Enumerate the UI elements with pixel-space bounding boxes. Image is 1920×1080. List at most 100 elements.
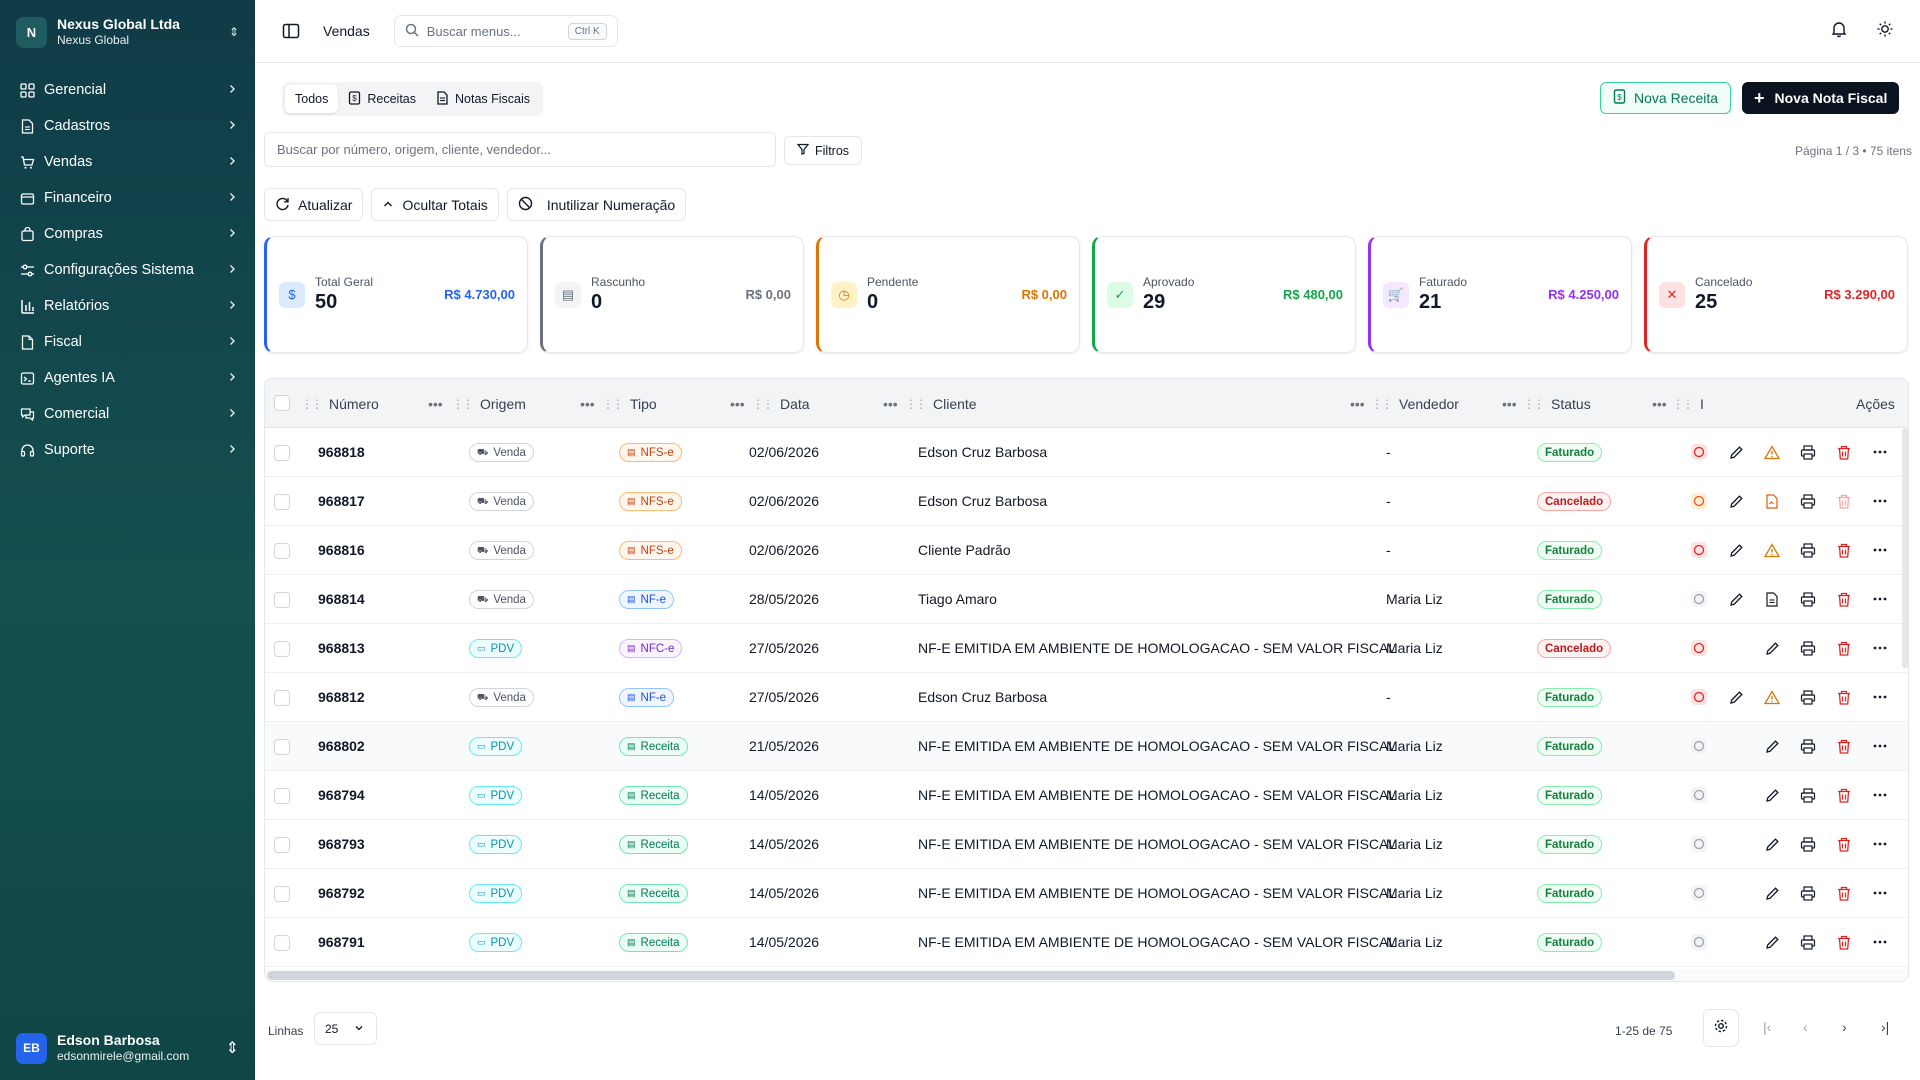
table-row[interactable]: 968793 ▭ PDV ▤ Receita 14/05/2026 NF-E EMITIDA… xyxy=(265,820,1908,869)
row-checkbox[interactable] xyxy=(274,641,290,657)
column-menu-icon[interactable]: ••• xyxy=(1502,396,1517,412)
cell-numero[interactable]: 968794 xyxy=(318,787,365,803)
scroll-thumb[interactable] xyxy=(267,971,1675,980)
edit-icon[interactable] xyxy=(1726,589,1746,609)
drag-handle-icon[interactable]: ⋮⋮ xyxy=(752,397,774,411)
lines-per-page-select[interactable]: 25 xyxy=(314,1012,377,1045)
printer-icon[interactable] xyxy=(1798,687,1818,707)
printer-icon[interactable] xyxy=(1798,736,1818,756)
row-checkbox[interactable] xyxy=(274,543,290,559)
company-switcher[interactable]: N Nexus Global Ltda Nexus Global ⇕ xyxy=(0,0,255,64)
column-menu-icon[interactable]: ••• xyxy=(580,396,595,412)
atualizar-button[interactable]: Atualizar xyxy=(264,188,364,221)
trash-icon[interactable] xyxy=(1834,638,1854,658)
column-header-1[interactable]: ⋮⋮ Número xyxy=(301,396,379,412)
file-warning-icon[interactable] xyxy=(1689,491,1709,511)
prev-page-icon[interactable]: ‹ xyxy=(1803,1019,1808,1035)
vertical-scrollbar[interactable] xyxy=(1902,428,1908,668)
cell-numero[interactable]: 968818 xyxy=(318,444,365,460)
filtros-button[interactable]: Filtros xyxy=(784,136,863,165)
more-options-icon[interactable] xyxy=(1870,442,1890,462)
summary-card-rascunho[interactable]: ▤ Rascunho 0 R$ 0,00 xyxy=(540,236,804,353)
sidebar-item-comercial[interactable]: Comercial xyxy=(0,396,255,432)
table-row[interactable]: 968812 ⛟ Venda ▤ NF-e 27/05/2026 Edson Cruz Ba… xyxy=(265,673,1908,722)
sidebar-item-relatórios[interactable]: Relatórios xyxy=(0,288,255,324)
cell-numero[interactable]: 968802 xyxy=(318,738,365,754)
printer-icon[interactable] xyxy=(1798,785,1818,805)
summary-card-cancelado[interactable]: ✕ Cancelado 25 R$ 3.290,00 xyxy=(1644,236,1908,353)
trash-icon[interactable] xyxy=(1834,883,1854,903)
file-alert-icon[interactable] xyxy=(1762,491,1782,511)
printer-icon[interactable] xyxy=(1798,834,1818,854)
edit-icon[interactable] xyxy=(1726,491,1746,511)
select-all-checkbox[interactable] xyxy=(274,395,290,411)
edit-icon[interactable] xyxy=(1762,736,1782,756)
table-row[interactable]: 968814 ⛟ Venda ▤ NF-e 28/05/2026 Tiago Amaro Ma… xyxy=(265,575,1908,624)
column-header-3[interactable]: ⋮⋮ Tipo xyxy=(602,396,657,412)
cell-numero[interactable]: 968813 xyxy=(318,640,365,656)
sidebar-item-configurações-sistema[interactable]: Configurações Sistema xyxy=(0,252,255,288)
column-menu-icon[interactable]: ••• xyxy=(730,396,745,412)
row-checkbox[interactable] xyxy=(274,494,290,510)
alert-circle-icon[interactable] xyxy=(1689,687,1709,707)
trash-icon[interactable] xyxy=(1834,687,1854,707)
trash-icon[interactable] xyxy=(1834,589,1854,609)
nova-receita-button[interactable]: $ Nova Receita xyxy=(1600,82,1732,114)
more-options-icon[interactable] xyxy=(1870,785,1890,805)
summary-card-aprovado[interactable]: ✓ Aprovado 29 R$ 480,00 xyxy=(1092,236,1356,353)
table-settings-button[interactable] xyxy=(1703,1009,1739,1047)
column-header-9[interactable]: Ações xyxy=(1856,396,1895,412)
clock-icon[interactable] xyxy=(1689,834,1709,854)
sidebar-item-vendas[interactable]: Vendas xyxy=(0,144,255,180)
drag-handle-icon[interactable]: ⋮⋮ xyxy=(1672,397,1694,411)
more-options-icon[interactable] xyxy=(1870,932,1890,952)
tab-notas-fiscais[interactable]: Notas Fiscais xyxy=(426,85,540,113)
summary-card-total-geral[interactable]: $ Total Geral 50 R$ 4.730,00 xyxy=(264,236,528,353)
row-checkbox[interactable] xyxy=(274,935,290,951)
inutilizar-numeracao-button[interactable]: Inutilizar Numeração xyxy=(506,188,687,221)
cell-numero[interactable]: 968816 xyxy=(318,542,365,558)
printer-icon[interactable] xyxy=(1798,589,1818,609)
more-options-icon[interactable] xyxy=(1870,589,1890,609)
nova-nota-fiscal-button[interactable]: + Nova Nota Fiscal xyxy=(1742,82,1900,114)
alert-circle-icon[interactable] xyxy=(1689,638,1709,658)
edit-icon[interactable] xyxy=(1726,687,1746,707)
edit-icon[interactable] xyxy=(1762,785,1782,805)
printer-icon[interactable] xyxy=(1798,442,1818,462)
column-header-2[interactable]: ⋮⋮ Origem xyxy=(452,396,526,412)
trash-icon[interactable] xyxy=(1834,834,1854,854)
drag-handle-icon[interactable]: ⋮⋮ xyxy=(452,397,474,411)
table-row[interactable]: 968802 ▭ PDV ▤ Receita 21/05/2026 NF-E EMITIDA… xyxy=(265,722,1908,771)
menu-search-input[interactable]: Buscar menus... Ctrl K xyxy=(393,15,618,47)
more-options-icon[interactable] xyxy=(1870,491,1890,511)
row-checkbox[interactable] xyxy=(274,886,290,902)
printer-icon[interactable] xyxy=(1798,540,1818,560)
sun-icon[interactable] xyxy=(1876,20,1894,43)
drag-handle-icon[interactable]: ⋮⋮ xyxy=(1371,397,1393,411)
trash-icon[interactable] xyxy=(1834,932,1854,952)
column-menu-icon[interactable]: ••• xyxy=(428,396,443,412)
drag-handle-icon[interactable]: ⋮⋮ xyxy=(905,397,927,411)
warning-icon[interactable] xyxy=(1762,442,1782,462)
warning-icon[interactable] xyxy=(1762,540,1782,560)
first-page-icon[interactable]: |‹ xyxy=(1763,1019,1772,1035)
row-checkbox[interactable] xyxy=(274,690,290,706)
cell-numero[interactable]: 968791 xyxy=(318,934,365,950)
cell-numero[interactable]: 968814 xyxy=(318,591,365,607)
ocultar-totais-button[interactable]: Ocultar Totais xyxy=(371,188,499,221)
next-page-icon[interactable]: › xyxy=(1842,1019,1847,1035)
clock-icon[interactable] xyxy=(1689,932,1709,952)
edit-icon[interactable] xyxy=(1762,834,1782,854)
breadcrumb[interactable]: Vendas xyxy=(323,23,370,39)
summary-card-faturado[interactable]: 🛒 Faturado 21 R$ 4.250,00 xyxy=(1368,236,1632,353)
sidebar-toggle-icon[interactable] xyxy=(281,21,301,41)
column-menu-icon[interactable]: ••• xyxy=(883,396,898,412)
sidebar-item-fiscal[interactable]: Fiscal xyxy=(0,324,255,360)
drag-handle-icon[interactable]: ⋮⋮ xyxy=(1523,397,1545,411)
cell-numero[interactable]: 968812 xyxy=(318,689,365,705)
clock-icon[interactable] xyxy=(1689,736,1709,756)
table-row[interactable]: 968791 ▭ PDV ▤ Receita 14/05/2026 NF-E EMITIDA… xyxy=(265,918,1908,967)
sidebar-item-compras[interactable]: Compras xyxy=(0,216,255,252)
table-row[interactable]: 968818 ⛟ Venda ▤ NFS-e 02/06/2026 Edson Cruz B… xyxy=(265,428,1908,477)
summary-card-pendente[interactable]: ◷ Pendente 0 R$ 0,00 xyxy=(816,236,1080,353)
